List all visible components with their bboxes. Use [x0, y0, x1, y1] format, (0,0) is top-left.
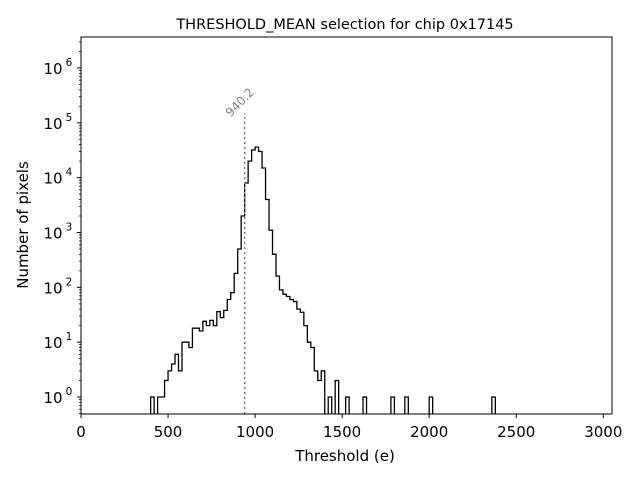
x-axis-label: Threshold (e): [294, 447, 395, 465]
x-tick-label: 2000: [410, 423, 448, 441]
y-tick-label: 10: [43, 115, 62, 133]
x-tick-label: 0: [76, 423, 86, 441]
mean-line-label: 940.2: [223, 85, 257, 119]
axes-frame: [80, 36, 613, 415]
x-tick-label: 1500: [323, 423, 361, 441]
chart-title: THRESHOLD_MEAN selection for chip 0x1714…: [175, 17, 513, 33]
histogram-bars: [149, 146, 496, 414]
y-tick-label: 10: [43, 389, 62, 407]
y-tick-exponent: 4: [66, 167, 73, 179]
histogram-layer: [149, 113, 496, 414]
y-tick-exponent: 2: [66, 276, 73, 288]
x-tick-label: 1000: [236, 423, 274, 441]
x-tick-label: 500: [154, 423, 183, 441]
y-tick-exponent: 3: [66, 222, 73, 234]
y-tick-exponent: 6: [66, 57, 73, 69]
x-tick-label: 2500: [497, 423, 535, 441]
y-tick-label: 10: [43, 225, 62, 243]
x-tick-label: 3000: [584, 423, 622, 441]
y-tick-label: 10: [43, 334, 62, 352]
y-axis-label: Number of pixels: [14, 161, 32, 289]
y-tick-exponent: 0: [66, 386, 73, 398]
x-axis: 0 500 1000 1500 2000 2500 3000: [76, 414, 622, 441]
y-tick-label: 10: [43, 279, 62, 297]
plot-area: 940.2: [149, 85, 496, 414]
y-tick-exponent: 1: [66, 331, 73, 343]
y-tick-exponent: 5: [66, 112, 73, 124]
y-tick-label: 10: [43, 60, 62, 78]
y-tick-label: 10: [43, 170, 62, 188]
y-axis: 10 0 10 1 10 2 10 3 10 4 10 5 10 6: [43, 41, 81, 414]
